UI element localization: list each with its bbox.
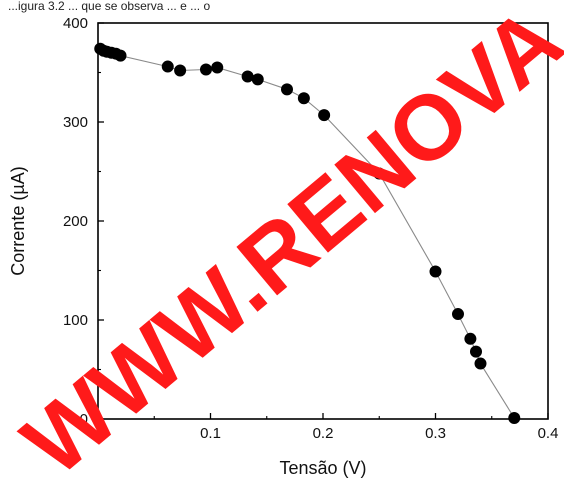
data-point (251, 73, 264, 86)
caption-text: ...igura 3.2 ... que se observa ... e ..… (8, 0, 210, 13)
x-tick-label: 0.0 (88, 425, 109, 442)
data-point (470, 345, 482, 358)
data-point (114, 49, 127, 62)
data-point (297, 92, 310, 105)
data-point (318, 109, 331, 122)
y-tick-label: 0 (80, 411, 88, 428)
data-point (474, 357, 487, 370)
data-point (211, 61, 224, 74)
caption-fragment: ...igura 3.2 ... que se observa ... e ..… (8, 0, 210, 13)
plot-frame (97, 22, 549, 420)
watermark: WWW.RENOVA (4, 0, 564, 479)
data-point (452, 308, 464, 321)
x-axis-title: Tensão (V) (279, 458, 366, 478)
data-point (464, 332, 477, 345)
y-tick-label: 200 (63, 213, 88, 230)
y-tick-label: 400 (63, 15, 88, 32)
x-tick-label: 0.4 (538, 425, 559, 442)
y-tick-labels: 0 100 200 300 400 (63, 15, 88, 428)
watermark-text: WWW.RENOVA (4, 0, 564, 479)
y-tick-label: 100 (63, 312, 88, 329)
data-point (241, 70, 254, 83)
data-point (174, 64, 187, 77)
y-tick-label: 300 (63, 114, 88, 131)
data-point (429, 265, 442, 278)
x-tick-label: 0.3 (425, 425, 446, 442)
data-point (200, 63, 212, 76)
data-point (161, 60, 174, 73)
y-axis-title: Corrente (µA) (8, 166, 28, 275)
data-point (508, 412, 521, 425)
x-tick-labels: 0.0 0.1 0.2 0.3 0.4 (88, 425, 559, 442)
x-tick-label: 0.1 (200, 425, 221, 442)
data-point (373, 167, 386, 180)
x-tick-label: 0.2 (313, 425, 334, 442)
data-point (281, 83, 293, 96)
